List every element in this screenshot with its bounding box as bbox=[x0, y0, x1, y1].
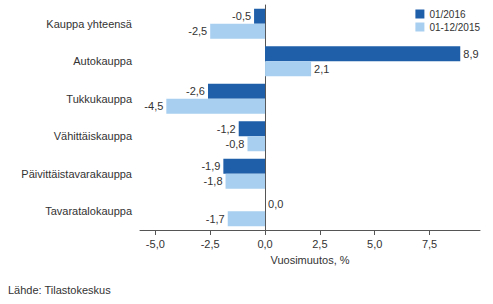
svg-text:01/2016: 01/2016 bbox=[429, 9, 466, 20]
svg-text:Autokauppa: Autokauppa bbox=[73, 55, 133, 67]
svg-text:Päivittäistavarakauppa: Päivittäistavarakauppa bbox=[21, 168, 133, 180]
svg-text:0,0: 0,0 bbox=[257, 238, 272, 250]
svg-text:-1,2: -1,2 bbox=[217, 123, 236, 135]
svg-text:5,0: 5,0 bbox=[367, 238, 382, 250]
svg-text:Vuosimuutos, %: Vuosimuutos, % bbox=[270, 254, 349, 266]
svg-text:-2,5: -2,5 bbox=[201, 238, 220, 250]
svg-text:-5,0: -5,0 bbox=[146, 238, 165, 250]
svg-text:2,5: 2,5 bbox=[312, 238, 327, 250]
svg-text:-4,5: -4,5 bbox=[144, 100, 163, 112]
svg-text:Kauppa yhteensä: Kauppa yhteensä bbox=[46, 18, 133, 30]
svg-text:-2,5: -2,5 bbox=[188, 25, 207, 37]
svg-text:0,0: 0,0 bbox=[268, 198, 283, 210]
svg-text:8,9: 8,9 bbox=[463, 48, 478, 60]
svg-text:7,5: 7,5 bbox=[422, 238, 437, 250]
svg-text:-0,8: -0,8 bbox=[226, 138, 245, 150]
svg-text:Vähittäiskauppa: Vähittäiskauppa bbox=[54, 130, 133, 142]
svg-text:-1,8: -1,8 bbox=[204, 175, 223, 187]
svg-text:-1,7: -1,7 bbox=[206, 213, 225, 225]
svg-text:2,1: 2,1 bbox=[314, 63, 329, 75]
svg-text:-0,5: -0,5 bbox=[232, 10, 251, 22]
svg-text:Tukkukauppa: Tukkukauppa bbox=[66, 93, 133, 105]
svg-text:-2,6: -2,6 bbox=[186, 85, 205, 97]
svg-text:Tavaratalokauppa: Tavaratalokauppa bbox=[45, 205, 133, 217]
svg-text:-1,9: -1,9 bbox=[201, 160, 220, 172]
svg-text:01-12/2015: 01-12/2015 bbox=[429, 22, 480, 33]
svg-text:Lähde: Tilastokeskus: Lähde: Tilastokeskus bbox=[8, 284, 111, 296]
